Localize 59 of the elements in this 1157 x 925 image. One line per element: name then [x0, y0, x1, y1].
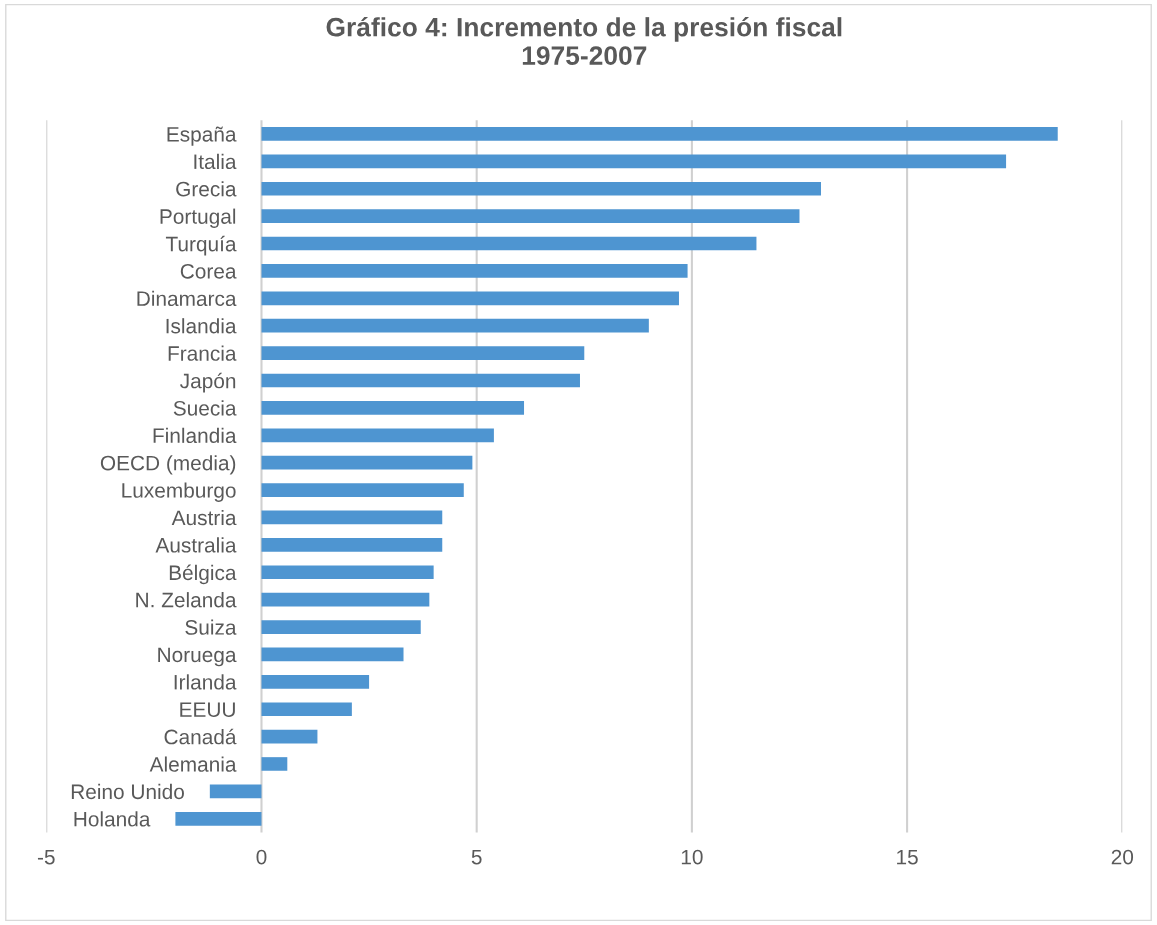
y-tick-label: Japón	[180, 372, 236, 393]
bar	[261, 647, 404, 662]
x-tick-label: 15	[897, 849, 918, 865]
y-tick-label: Islandia	[166, 318, 237, 334]
y-tick-label: Corea	[180, 263, 237, 279]
y-tick-label: España	[167, 126, 237, 146]
bar	[175, 811, 262, 826]
y-tick-label: Portugal	[160, 208, 236, 228]
bar	[261, 729, 318, 744]
bar	[261, 318, 649, 333]
bar	[261, 127, 1058, 141]
y-tick-label: Holanda	[74, 811, 151, 827]
y-tick-label: Austria	[171, 509, 237, 526]
x-tick-label: 10	[681, 849, 703, 865]
bar	[261, 455, 473, 470]
y-tick-label: Finlandia	[153, 427, 237, 444]
y-tick-label: OECD (media)	[100, 455, 236, 475]
y-tick-label: N. Zelanda	[136, 592, 237, 608]
x-tick-label: 0	[256, 849, 267, 865]
bar	[261, 702, 352, 717]
y-tick-label: Luxemburgo	[122, 482, 236, 502]
bar	[261, 181, 822, 196]
bar	[261, 565, 434, 580]
bar	[261, 674, 370, 689]
bar	[261, 510, 443, 525]
x-tick-label: -5	[37, 849, 55, 865]
bar	[261, 483, 464, 497]
y-tick-label: Irlanda	[174, 674, 237, 690]
y-tick-label: Bélgica	[169, 564, 237, 585]
bar	[261, 538, 443, 552]
bar	[261, 346, 585, 360]
bar	[261, 757, 288, 771]
y-tick-label: Noruega	[158, 647, 237, 667]
y-tick-label: Italia	[194, 153, 237, 170]
y-tick-label: Turquía	[165, 235, 237, 256]
y-tick-label: Suecia	[173, 400, 237, 416]
bar	[261, 401, 525, 415]
y-tick-label: Dinamarca	[137, 290, 237, 307]
bar	[261, 154, 1007, 169]
y-tick-label: Grecia	[176, 181, 237, 197]
bar	[261, 428, 494, 443]
bar	[261, 264, 688, 278]
y-tick-label: Reino Unido	[71, 783, 184, 800]
y-tick-label: Australia	[155, 537, 237, 553]
bar	[261, 373, 580, 388]
y-tick-label: EEUU	[180, 702, 235, 717]
bar	[209, 784, 262, 799]
y-tick-label: Suiza	[185, 619, 237, 635]
chart-title: Gráfico 4: Incremento de la presión fiscal 1975-2007	[326, 16, 842, 65]
x-tick-label: 5	[471, 849, 482, 865]
y-tick-label: Francia	[168, 345, 237, 361]
bar	[261, 236, 757, 251]
bar	[261, 592, 430, 607]
y-tick-label: Alemania	[149, 756, 237, 772]
x-tick-label: 20	[1111, 849, 1134, 865]
bar	[261, 620, 421, 634]
bar	[261, 209, 800, 223]
y-tick-label: Canadá	[164, 728, 237, 745]
bar	[261, 291, 679, 306]
